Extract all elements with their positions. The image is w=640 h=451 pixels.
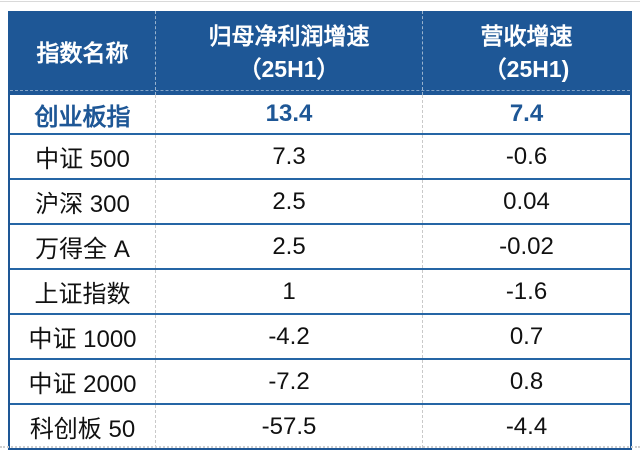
index-name-cell: 中证 2000 <box>28 371 137 398</box>
header-revenue-growth-line1: 营收增速 <box>480 23 573 49</box>
index-name-cell: 科创板 50 <box>29 416 136 443</box>
index-name-cell: 中证 1000 <box>28 326 137 353</box>
profit-growth-cell: 13.4 <box>155 95 422 133</box>
index-name-cell: 创业板指 <box>34 103 131 131</box>
revenue-growth-cell: 7.4 <box>422 95 630 133</box>
index-growth-table: 指数名称 归母净利润增速 （25H1） 营收增速 （25H1) 创业板指 13.… <box>8 11 632 450</box>
table-row-csi500: 中证 500 7.3 -0.6 <box>10 133 630 178</box>
profit-growth-cell: 1 <box>155 270 422 313</box>
profit-growth-cell: -7.2 <box>155 360 422 403</box>
header-net-profit-growth: 归母净利润增速 （25H1） <box>155 11 422 95</box>
revenue-growth-cell: -0.6 <box>422 135 630 178</box>
table-header-row: 指数名称 归母净利润增速 （25H1） 营收增速 （25H1) <box>10 11 630 95</box>
header-revenue-growth: 营收增速 （25H1) <box>422 11 630 95</box>
revenue-growth-cell: -1.6 <box>422 270 630 313</box>
revenue-growth-cell: 0.7 <box>422 315 630 358</box>
index-name-cell: 沪深 300 <box>35 191 130 218</box>
table-row-chinext: 创业板指 13.4 7.4 <box>10 95 630 133</box>
index-name-cell: 上证指数 <box>34 281 131 308</box>
page-bottom-divider <box>0 446 640 448</box>
table-row-csi1000: 中证 1000 -4.2 0.7 <box>10 313 630 358</box>
revenue-growth-cell: -0.02 <box>422 225 630 268</box>
table-row-csi2000: 中证 2000 -7.2 0.8 <box>10 358 630 403</box>
header-index-name: 指数名称 <box>10 11 155 95</box>
header-revenue-growth-line2: （25H1) <box>483 56 570 82</box>
revenue-growth-cell: -4.4 <box>422 405 630 448</box>
profit-growth-cell: 2.5 <box>155 180 422 223</box>
table-row-wind-all-a: 万得全 A 2.5 -0.02 <box>10 223 630 268</box>
revenue-growth-cell: 0.8 <box>422 360 630 403</box>
header-net-profit-growth-line2: （25H1） <box>238 56 340 82</box>
table-row-hs300: 沪深 300 2.5 0.04 <box>10 178 630 223</box>
table-row-star50: 科创板 50 -57.5 -4.4 <box>10 403 630 448</box>
index-name-cell: 万得全 A <box>35 236 130 263</box>
profit-growth-cell: 7.3 <box>155 135 422 178</box>
header-index-name-label: 指数名称 <box>36 39 129 66</box>
page-top-divider <box>0 1 640 2</box>
header-net-profit-growth-line1: 归母净利润增速 <box>208 23 370 49</box>
profit-growth-cell: -4.2 <box>155 315 422 358</box>
profit-growth-cell: -57.5 <box>155 405 422 448</box>
index-name-cell: 中证 500 <box>35 146 130 173</box>
revenue-growth-cell: 0.04 <box>422 180 630 223</box>
table-row-sse-composite: 上证指数 1 -1.6 <box>10 268 630 313</box>
profit-growth-cell: 2.5 <box>155 225 422 268</box>
